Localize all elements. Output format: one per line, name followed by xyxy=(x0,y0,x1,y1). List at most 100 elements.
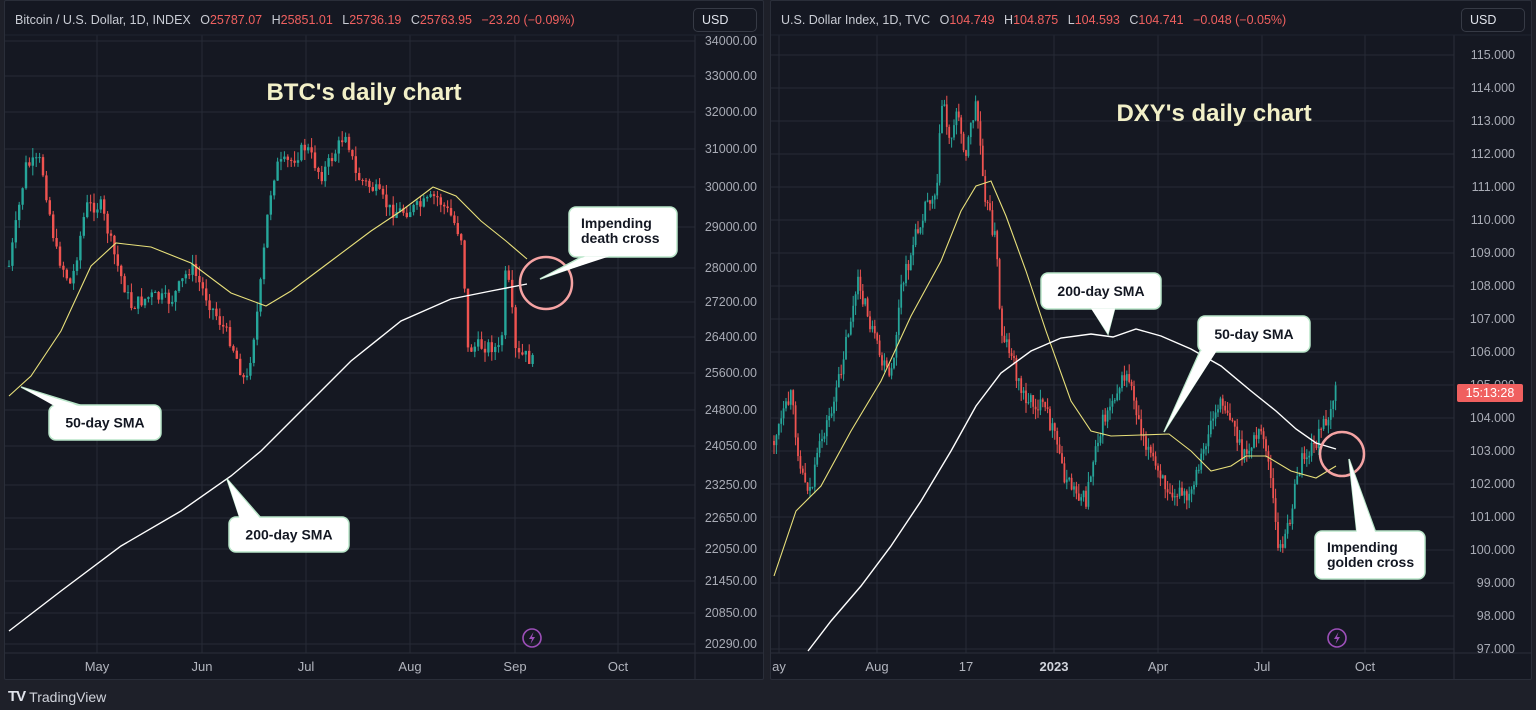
price-axis-label: 115.000 xyxy=(1471,48,1515,62)
price-axis-label: 104.000 xyxy=(1470,411,1515,425)
price-axis-label: 106.000 xyxy=(1470,345,1515,359)
time-axis-label: Apr xyxy=(1148,659,1169,674)
callout-box xyxy=(228,516,350,553)
price-axis-label: 32000.00 xyxy=(705,105,757,119)
price-axis-label: 101.000 xyxy=(1470,510,1515,524)
sma-50-line xyxy=(773,180,1337,577)
grid xyxy=(5,35,695,653)
callout-text: 200-day SMA xyxy=(1057,283,1144,299)
golden-cross-circle xyxy=(1318,430,1366,478)
time-axis-label: Jul xyxy=(1254,659,1271,674)
callout-sma50: 50-day SMA xyxy=(20,386,162,441)
candlesticks xyxy=(7,131,534,384)
price-axis-label: 25600.00 xyxy=(705,366,757,380)
death-cross-circle xyxy=(518,255,574,311)
callout-text: 200-day SMA xyxy=(245,527,332,543)
price-axis-label: 20290.00 xyxy=(705,637,757,651)
time-axis[interactable]: ay Aug 17 2023 Apr Jul Oct xyxy=(772,659,1375,674)
btc-low: 25736.19 xyxy=(349,13,402,27)
price-axis-label: 103.000 xyxy=(1470,444,1515,458)
callout-text: death cross xyxy=(581,230,660,246)
dxy-currency-button[interactable]: USD xyxy=(1461,8,1525,32)
dxy-symbol: U.S. Dollar Index, 1D, TVC xyxy=(781,13,931,27)
dxy-chart-canvas[interactable]: 115.000 114.000 113.000 112.000 111.000 110.0… xyxy=(771,1,1532,680)
time-axis-label: Aug xyxy=(865,659,888,674)
price-axis-label: 20850.00 xyxy=(705,606,757,620)
price-axis-label: 98.000 xyxy=(1477,609,1515,623)
dxy-high: 104.875 xyxy=(1013,13,1059,27)
btc-change: −23.20 (−0.09%) xyxy=(481,13,575,27)
time-axis-label: Oct xyxy=(608,659,629,674)
chart-title: BTC's daily chart xyxy=(266,79,461,106)
callout-box xyxy=(48,404,162,441)
price-axis-label: 34000.00 xyxy=(705,34,757,48)
price-axis-label: 31000.00 xyxy=(705,142,757,156)
price-axis-label: 27200.00 xyxy=(705,295,757,309)
time-axis-label: Jul xyxy=(298,659,315,674)
dxy-low: 104.593 xyxy=(1074,13,1120,27)
time-axis-label: 2023 xyxy=(1040,659,1069,674)
callout-text: Impending xyxy=(1327,539,1398,555)
price-axis-label: 108.000 xyxy=(1470,279,1515,293)
price-axis-label: 30000.00 xyxy=(705,180,757,194)
lightning-icon[interactable] xyxy=(1327,628,1347,648)
price-axis-label: 111.000 xyxy=(1472,180,1515,194)
price-axis-label: 21450.00 xyxy=(705,574,757,588)
time-axis-label: Oct xyxy=(1355,659,1376,674)
callout-sma200: 200-day SMA xyxy=(226,478,350,553)
btc-chart-canvas[interactable]: 34000.00 33000.00 32000.00 31000.00 30000.00… xyxy=(5,1,764,680)
price-axis[interactable]: 34000.00 33000.00 32000.00 31000.00 30000.00… xyxy=(705,34,757,651)
tradingview-brand: TradingView xyxy=(29,688,107,705)
dxy-close: 104.741 xyxy=(1138,13,1184,27)
callout-text: 50-day SMA xyxy=(1214,326,1293,342)
time-axis-label: May xyxy=(85,659,110,674)
time-axis-label: Aug xyxy=(398,659,421,674)
price-axis-label: 113.000 xyxy=(1471,114,1515,128)
callout-text: Impending xyxy=(581,215,652,231)
candlesticks xyxy=(773,95,1337,553)
btc-symbol: Bitcoin / U.S. Dollar, 1D, INDEX xyxy=(15,13,191,27)
callout-text: golden cross xyxy=(1327,554,1414,570)
dxy-open: 104.749 xyxy=(949,13,995,27)
dxy-chart-panel[interactable]: U.S. Dollar Index, 1D, TVC O104.749 H104… xyxy=(770,0,1532,680)
callout-box xyxy=(1197,315,1311,353)
callout-box xyxy=(568,206,678,258)
sma-200-line xyxy=(8,283,528,632)
price-axis-label: 23250.00 xyxy=(705,478,757,492)
time-axis-label: 17 xyxy=(959,659,973,674)
time-axis[interactable]: May Jun Jul Aug Sep Oct xyxy=(85,659,629,674)
price-axis-label: 26400.00 xyxy=(705,330,757,344)
btc-close: 25763.95 xyxy=(419,13,473,27)
sma-50-line xyxy=(8,186,528,397)
price-axis-label: 22050.00 xyxy=(705,542,757,556)
chart-title: DXY's daily chart xyxy=(1116,100,1311,127)
price-axis[interactable]: 115.000 114.000 113.000 112.000 111.000 110.0… xyxy=(1470,48,1515,656)
price-axis-label: 100.000 xyxy=(1470,543,1515,557)
btc-currency-button[interactable]: USD xyxy=(693,8,757,32)
price-axis-label: 110.000 xyxy=(1471,213,1515,227)
btc-high: 25851.01 xyxy=(280,13,333,27)
dxy-change: −0.048 (−0.05%) xyxy=(1193,13,1287,27)
time-axis-label: Jun xyxy=(192,659,213,674)
lightning-icon[interactable] xyxy=(522,628,542,648)
btc-chart-panel[interactable]: Bitcoin / U.S. Dollar, 1D, INDEX O25787.… xyxy=(4,0,764,680)
price-axis-label: 99.000 xyxy=(1477,576,1515,590)
price-axis-label: 33000.00 xyxy=(705,69,757,83)
price-axis-label: 22650.00 xyxy=(705,511,757,525)
price-axis-label: 102.000 xyxy=(1470,477,1515,491)
price-axis-label: 112.000 xyxy=(1471,147,1515,161)
price-axis-label: 24050.00 xyxy=(705,439,757,453)
tradingview-footer: TV TradingView xyxy=(8,688,106,705)
price-axis-label: 97.000 xyxy=(1477,642,1515,656)
dxy-legend: U.S. Dollar Index, 1D, TVC O104.749 H104… xyxy=(781,13,1287,27)
callout-sma50: 50-day SMA xyxy=(1163,315,1311,433)
price-axis-label: 114.000 xyxy=(1471,81,1515,95)
tradingview-logo-icon: TV xyxy=(8,688,26,705)
time-axis-label: ay xyxy=(772,659,786,674)
price-axis-label: 29000.00 xyxy=(705,220,757,234)
sma-200-line xyxy=(807,328,1337,652)
btc-open: 25787.07 xyxy=(209,13,263,27)
btc-legend: Bitcoin / U.S. Dollar, 1D, INDEX O25787.… xyxy=(15,13,575,27)
